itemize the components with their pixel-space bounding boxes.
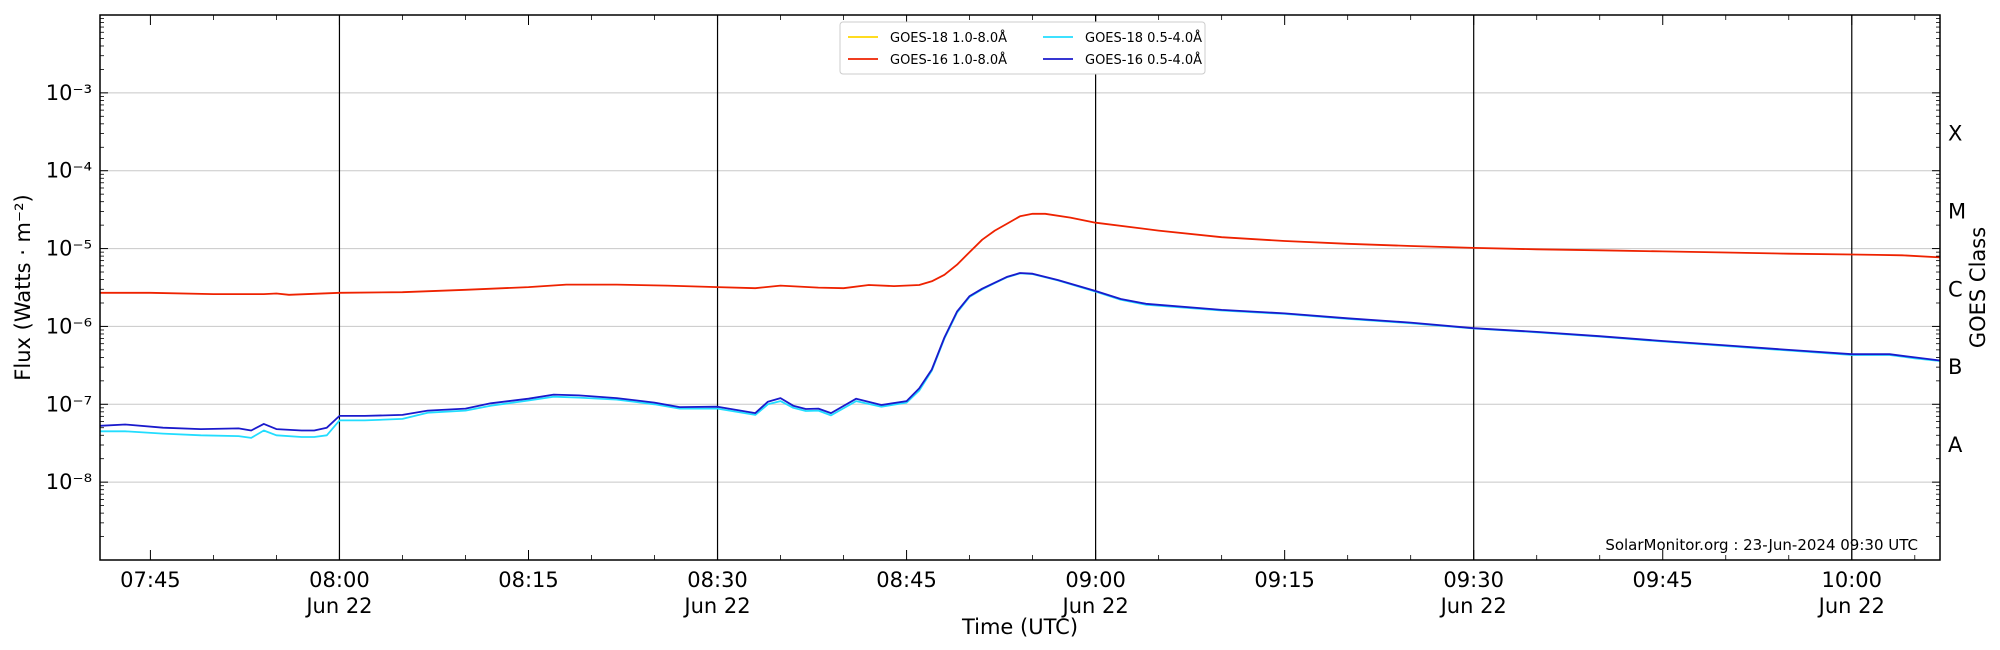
- x-tick-label: 08:15: [498, 568, 559, 592]
- x-tick-label: 08:00: [309, 568, 370, 592]
- legend: GOES-18 1.0-8.0Å GOES-16 1.0-8.0Å GOES-18 …: [839, 21, 1206, 75]
- x-tick-date-label: Jun 22: [304, 594, 372, 618]
- x-tick-label: 08:45: [876, 568, 937, 592]
- credit-text: SolarMonitor.org : 23-Jun-2024 09:30 UTC: [1605, 536, 1918, 554]
- x-axis-title: Time (UTC): [961, 615, 1078, 639]
- legend-label: GOES-16 0.5-4.0Å: [1085, 52, 1202, 68]
- legend-box: [839, 21, 1206, 75]
- goes-class-axis-title: GOES Class: [1966, 227, 1990, 348]
- y-axis-title: Flux (Watts · m⁻²): [11, 194, 35, 380]
- x-tick-label: 08:30: [687, 568, 748, 592]
- y-tick-label: 10⁻⁵: [46, 237, 92, 261]
- goes-class-label: C: [1948, 277, 1963, 301]
- y-tick-label: 10⁻³: [46, 81, 92, 105]
- goes-class-label: A: [1948, 433, 1963, 457]
- legend-label: GOES-18 0.5-4.0Å: [1085, 30, 1202, 46]
- x-tick-label: 09:45: [1632, 568, 1693, 592]
- series-line-3: [100, 272, 1941, 439]
- goes-class-label: B: [1948, 355, 1962, 379]
- x-tick-date-label: Jun 22: [682, 594, 750, 618]
- x-tick-label: 10:00: [1822, 568, 1883, 592]
- y-tick-label: 10⁻⁷: [46, 392, 92, 416]
- series-line-2: [100, 212, 1941, 296]
- day-markers: [338, 15, 1853, 560]
- goes-class-label: X: [1948, 122, 1962, 146]
- x-tick-label: 09:15: [1254, 568, 1315, 592]
- x-tick-date-label: Jun 22: [1817, 594, 1885, 618]
- x-tick-date-label: Jun 22: [1061, 594, 1129, 618]
- legend-label: GOES-16 1.0-8.0Å: [890, 52, 1007, 68]
- x-tick-label: 09:00: [1065, 568, 1126, 592]
- flux-series: [99, 212, 1941, 439]
- x-tick-label: 07:45: [120, 568, 181, 592]
- goes-class-label: M: [1948, 199, 1966, 223]
- y-tick-label: 10⁻⁸: [46, 470, 92, 494]
- y-tick-label: 10⁻⁴: [46, 159, 92, 183]
- grid-lines: [100, 92, 1940, 483]
- x-tick-label: 09:30: [1443, 568, 1504, 592]
- series-line-4: [99, 272, 1941, 432]
- x-tick-date-label: Jun 22: [1439, 594, 1507, 618]
- plot-frame: [99, 14, 1941, 561]
- legend-label: GOES-18 1.0-8.0Å: [890, 30, 1007, 46]
- y-tick-label: 10⁻⁶: [46, 314, 92, 338]
